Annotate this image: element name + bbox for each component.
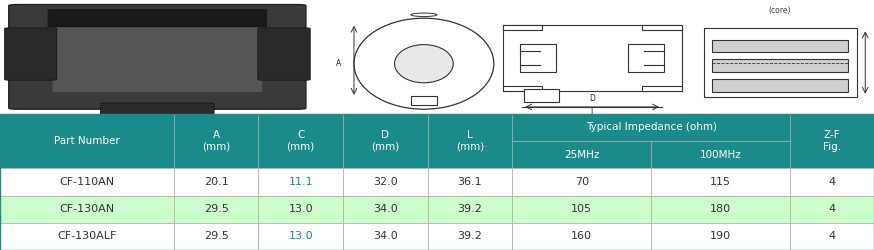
Bar	[524, 89, 559, 102]
FancyBboxPatch shape	[4, 28, 57, 80]
FancyBboxPatch shape	[9, 4, 306, 109]
Bar	[174, 114, 259, 168]
Text: 160: 160	[572, 232, 593, 241]
Bar	[427, 196, 512, 223]
Bar	[790, 168, 874, 196]
Text: 13.0: 13.0	[288, 204, 313, 214]
Bar	[174, 196, 259, 223]
Text: Typical Impedance (ohm): Typical Impedance (ohm)	[586, 122, 717, 132]
Bar	[642, 25, 682, 30]
Bar	[790, 196, 874, 223]
Circle shape	[411, 13, 437, 16]
Text: 34.0: 34.0	[373, 204, 398, 214]
Bar	[427, 168, 512, 196]
Text: 29.5: 29.5	[204, 204, 229, 214]
FancyBboxPatch shape	[52, 27, 262, 92]
Text: Z-F
Fig.: Z-F Fig.	[823, 130, 842, 152]
Text: L: L	[590, 108, 594, 117]
Bar	[790, 114, 874, 168]
Text: 4: 4	[829, 232, 836, 241]
Text: 13.0: 13.0	[288, 232, 313, 241]
Text: (core): (core)	[769, 6, 791, 15]
Text: Part Number: Part Number	[54, 136, 120, 146]
Bar	[628, 44, 664, 72]
Text: C
(mm): C (mm)	[287, 130, 315, 152]
Text: 29.5: 29.5	[204, 232, 229, 241]
Bar	[642, 86, 682, 91]
Bar	[427, 223, 512, 250]
Text: L
(mm): L (mm)	[455, 130, 484, 152]
Bar	[521, 44, 557, 72]
Bar	[512, 196, 651, 223]
Text: 190: 190	[711, 232, 732, 241]
Bar	[503, 86, 542, 91]
Text: 4: 4	[829, 204, 836, 214]
Text: 34.0: 34.0	[373, 232, 398, 241]
Bar	[343, 168, 427, 196]
Bar	[259, 114, 343, 168]
Text: 115: 115	[711, 177, 732, 187]
Text: 70: 70	[575, 177, 589, 187]
Bar	[712, 60, 848, 72]
Bar	[512, 141, 651, 168]
Bar	[259, 168, 343, 196]
Bar	[712, 79, 848, 92]
Bar	[0, 168, 174, 196]
Bar	[790, 223, 874, 250]
Bar	[651, 196, 790, 223]
Text: CF-130AN: CF-130AN	[59, 204, 114, 214]
Text: 39.2: 39.2	[457, 232, 482, 241]
Ellipse shape	[394, 44, 454, 83]
Text: 11.1: 11.1	[288, 177, 313, 187]
Bar	[503, 25, 682, 91]
Bar	[343, 223, 427, 250]
Bar	[512, 223, 651, 250]
Text: 180: 180	[711, 204, 732, 214]
Text: CF-130ALF: CF-130ALF	[57, 232, 116, 241]
FancyBboxPatch shape	[101, 103, 214, 118]
Bar	[503, 25, 542, 30]
Bar	[0, 114, 174, 168]
Text: CF-110AN: CF-110AN	[59, 177, 114, 187]
Bar	[651, 141, 790, 168]
Bar	[343, 114, 427, 168]
FancyBboxPatch shape	[48, 10, 267, 27]
Text: 25MHz: 25MHz	[564, 150, 600, 160]
Ellipse shape	[354, 18, 494, 109]
Bar	[343, 196, 427, 223]
Text: A
(mm): A (mm)	[202, 130, 230, 152]
Bar	[259, 196, 343, 223]
Bar	[0, 223, 174, 250]
Bar	[651, 223, 790, 250]
Bar	[427, 114, 512, 168]
Text: D
(mm): D (mm)	[371, 130, 399, 152]
Text: 4: 4	[829, 177, 836, 187]
Bar	[512, 114, 790, 141]
Bar	[411, 96, 437, 105]
Bar	[174, 223, 259, 250]
Text: 36.1: 36.1	[458, 177, 482, 187]
Text: D: D	[589, 94, 595, 104]
Text: 105: 105	[572, 204, 593, 214]
Text: 39.2: 39.2	[457, 204, 482, 214]
Text: 100MHz: 100MHz	[700, 150, 742, 160]
FancyBboxPatch shape	[258, 28, 310, 80]
Bar	[512, 168, 651, 196]
Bar	[712, 40, 848, 52]
Bar	[0, 196, 174, 223]
Bar	[174, 168, 259, 196]
Text: 32.0: 32.0	[373, 177, 398, 187]
Bar	[259, 223, 343, 250]
Bar	[651, 168, 790, 196]
Bar	[704, 28, 857, 97]
Text: A: A	[336, 59, 341, 68]
Text: 20.1: 20.1	[204, 177, 228, 187]
